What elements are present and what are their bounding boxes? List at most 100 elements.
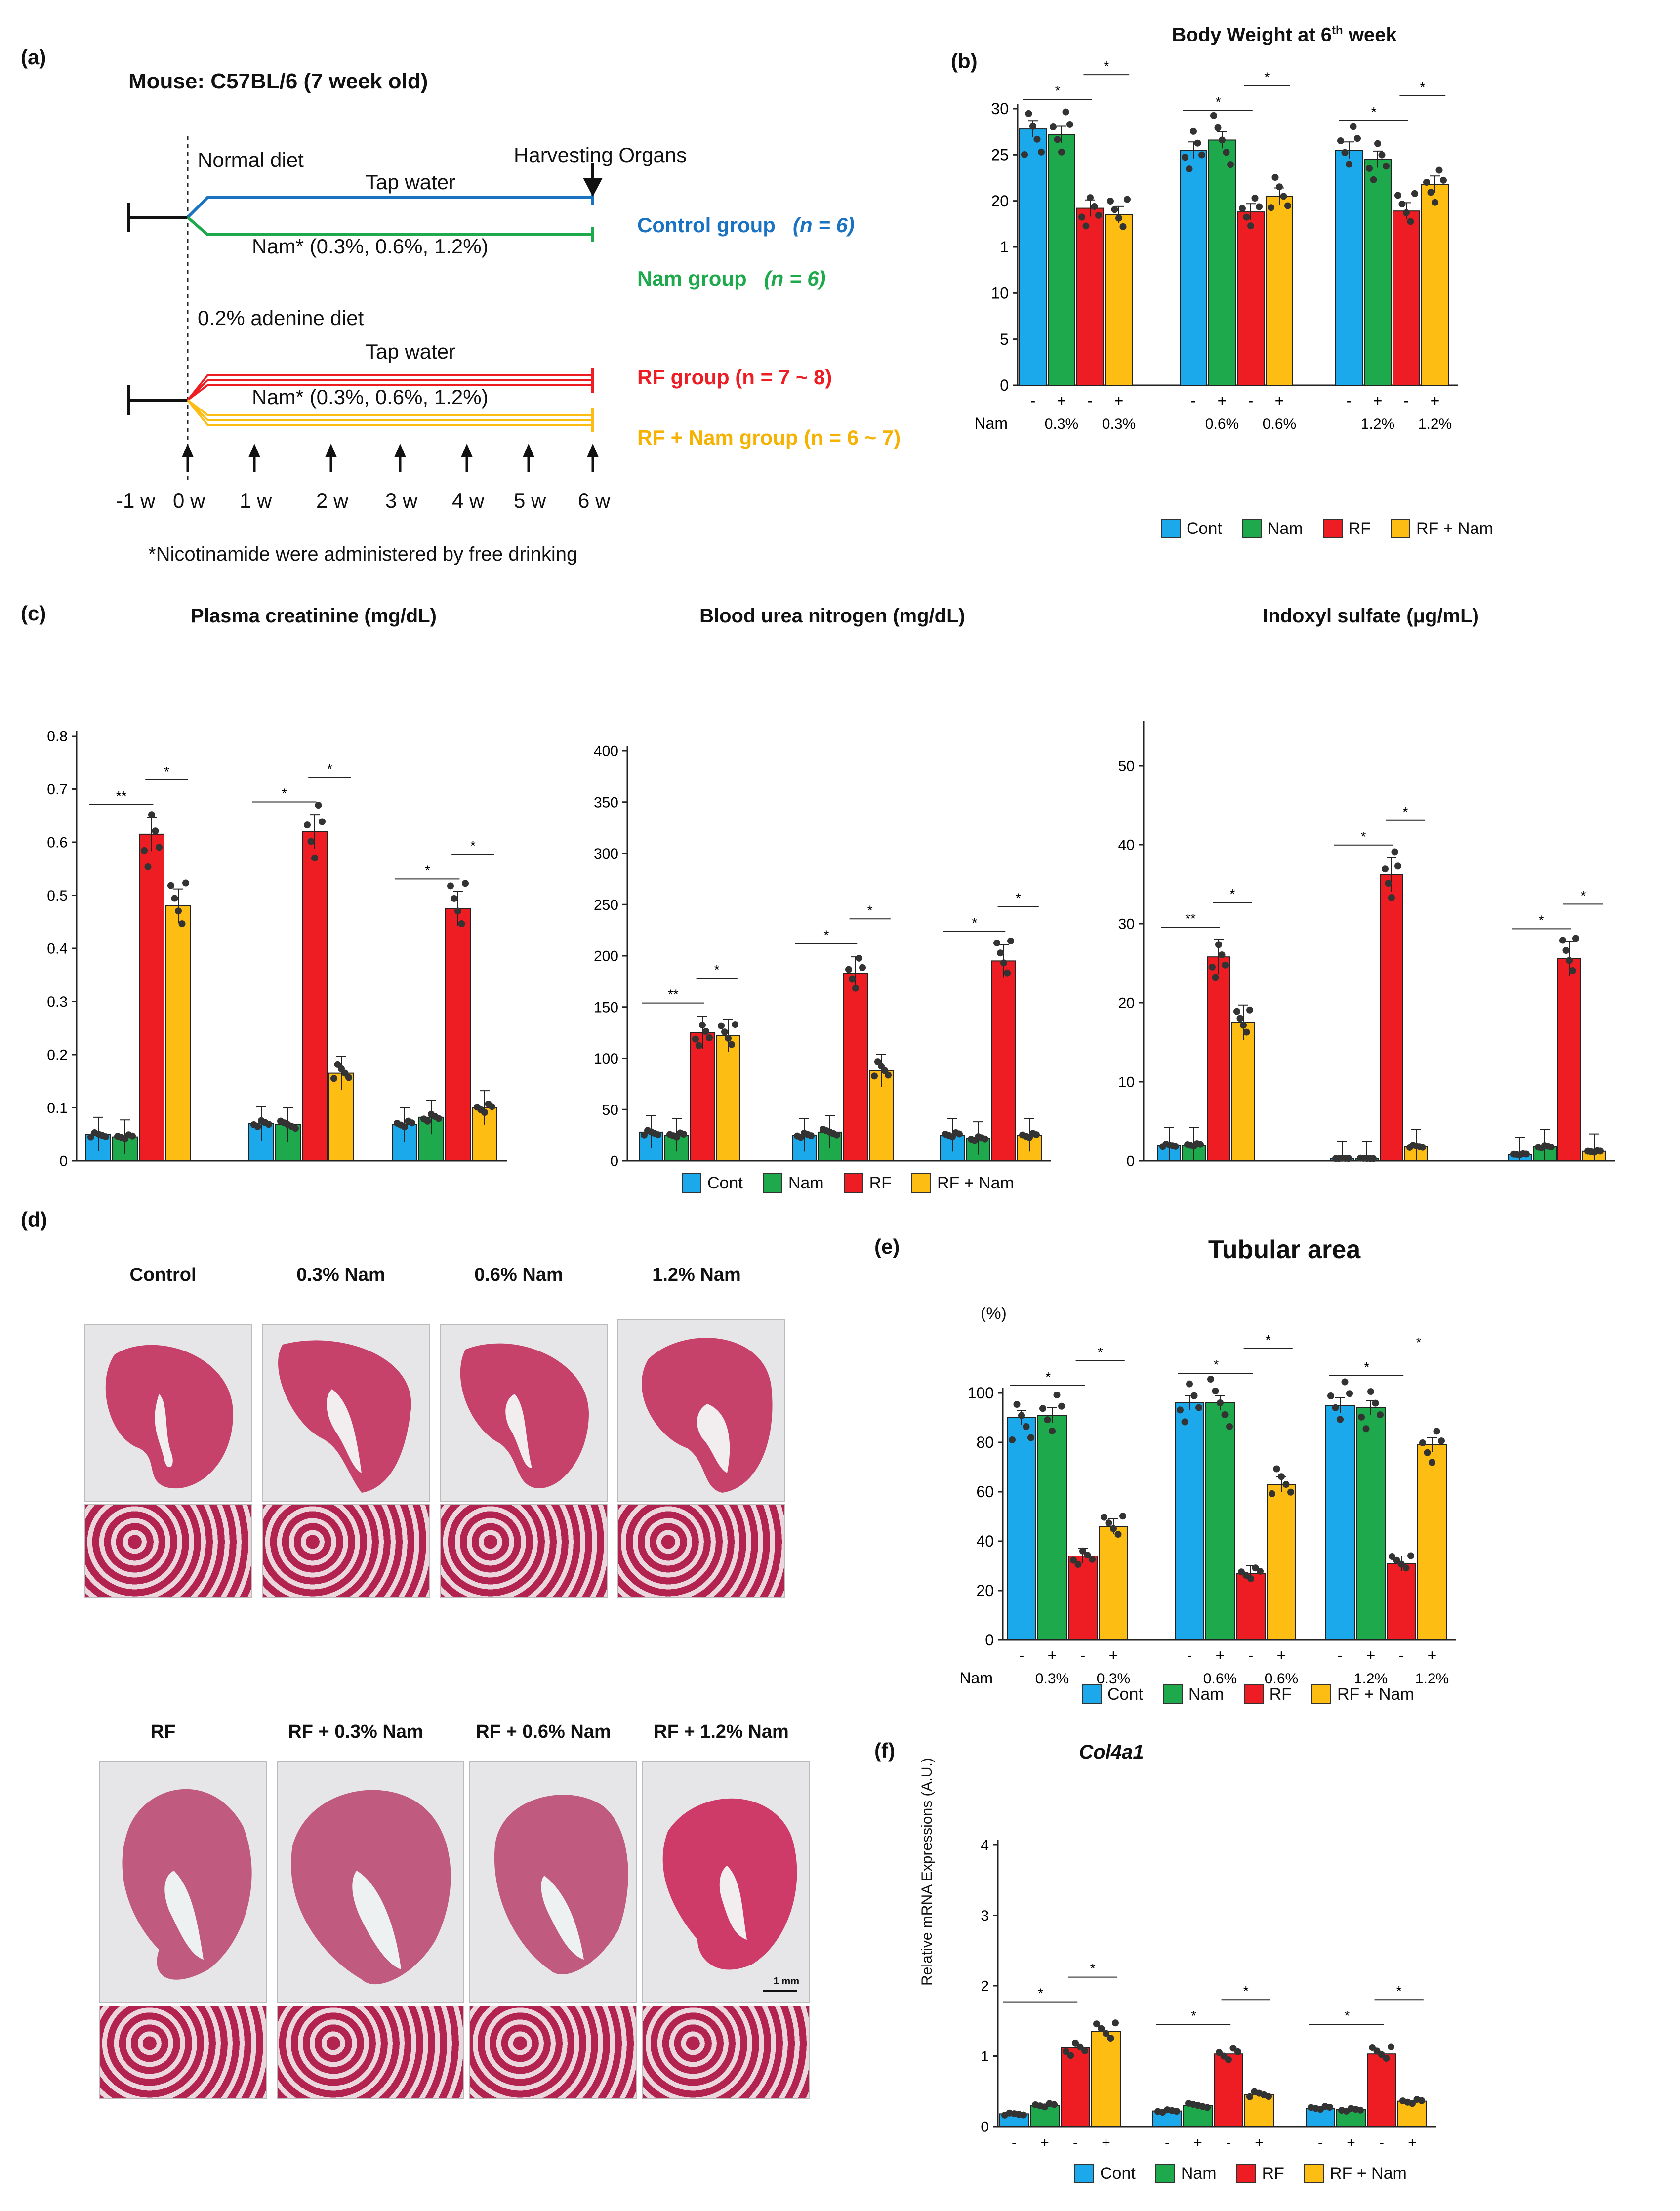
data-point — [856, 954, 862, 962]
dose-label: 1.2% — [1361, 416, 1394, 432]
y-tick-label: 3 — [981, 1908, 989, 1924]
histology-micrograph — [84, 1504, 252, 1598]
data-point — [1559, 937, 1566, 944]
data-point — [1058, 148, 1065, 156]
data-point — [1095, 211, 1102, 219]
scale-bar — [763, 1990, 797, 1992]
data-point — [156, 844, 163, 851]
dose-label: 1.2% — [1415, 1671, 1449, 1687]
kidney-section-image — [440, 1324, 608, 1502]
data-point — [1177, 1406, 1184, 1414]
data-point — [1398, 1560, 1405, 1568]
bar — [1205, 1402, 1235, 1640]
significance-star: * — [1055, 83, 1061, 98]
data-point — [1067, 2052, 1074, 2059]
nam-sign-label: - — [1347, 392, 1352, 409]
significance-star: * — [1344, 2008, 1350, 2023]
data-point — [871, 1072, 878, 1080]
data-point — [1173, 2108, 1180, 2115]
nam-sign-label: + — [1408, 2134, 1417, 2151]
nam-sign-label: + — [284, 1169, 292, 1171]
legend-swatch-nam — [1241, 519, 1262, 538]
week-label: 5 w — [514, 489, 546, 512]
data-point — [1119, 223, 1127, 230]
significance-star: * — [1361, 829, 1366, 844]
data-point — [1332, 1404, 1339, 1411]
significance-star: * — [164, 764, 169, 779]
bar — [1068, 1556, 1098, 1640]
legend-swatch-rf — [1322, 519, 1343, 538]
data-point — [167, 882, 174, 889]
y-tick-label: 0.1 — [47, 1100, 68, 1116]
bar — [1421, 184, 1449, 386]
data-point — [1383, 2055, 1390, 2062]
nam-row-label: Nam — [974, 414, 1008, 432]
data-point — [1369, 2044, 1376, 2051]
data-point — [1385, 880, 1392, 887]
data-point — [721, 1028, 728, 1036]
data-point — [1257, 1567, 1264, 1575]
y-tick-label: 20 — [976, 1582, 994, 1599]
nam-dose-1: Nam* (0.3%, 0.6%, 1.2%) — [252, 235, 489, 258]
bar — [1076, 207, 1104, 386]
data-point — [1107, 2035, 1114, 2042]
y-tick-label: 0.7 — [47, 781, 68, 798]
data-point — [1440, 176, 1447, 184]
y-tick-label: 350 — [594, 794, 618, 811]
data-point — [1053, 1392, 1061, 1399]
tap-water-1: Tap water — [366, 170, 456, 194]
histo-title: Control — [129, 1265, 197, 1285]
nam-sign-label: - — [1338, 1646, 1343, 1664]
significance-star: * — [1191, 2008, 1196, 2023]
data-point — [1354, 135, 1361, 142]
data-point — [1327, 1392, 1334, 1399]
data-point — [1393, 1556, 1400, 1564]
legend-swatch-nam — [1162, 1684, 1183, 1704]
legend-swatch-rfnam — [911, 1173, 931, 1193]
data-point — [1217, 1399, 1224, 1406]
data-point — [1215, 941, 1222, 948]
chart-e-ylabel: (%) — [981, 1304, 1007, 1323]
y-tick-label: 0.4 — [47, 941, 68, 957]
nam-sign-label: + — [1255, 2134, 1264, 2151]
data-point — [1366, 164, 1373, 172]
nam-sign-label: - — [312, 1169, 317, 1171]
bar — [1214, 2053, 1243, 2127]
data-point — [1409, 2100, 1416, 2107]
nam-sign-label: + — [974, 1169, 983, 1171]
bar — [1367, 2053, 1396, 2127]
data-point — [728, 1041, 735, 1048]
data-point — [1079, 1547, 1086, 1555]
nam-sign-label: + — [724, 1169, 733, 1171]
week-label: 4 w — [452, 489, 485, 512]
data-point — [1377, 1411, 1384, 1419]
timeline-diagram — [127, 136, 603, 484]
data-point — [655, 1131, 661, 1139]
significance-star: * — [1396, 1983, 1402, 1999]
nam-sign-label: + — [1428, 1646, 1437, 1664]
legend-swatch-cont — [1161, 519, 1181, 538]
histo-title: RF + 0.6% Nam — [476, 1721, 611, 1742]
bar — [1037, 1415, 1067, 1640]
data-point — [1087, 194, 1094, 202]
nam-sign-label: + — [672, 1169, 681, 1171]
bar — [1380, 874, 1403, 1161]
data-point — [1044, 1416, 1051, 1424]
data-point — [1054, 136, 1061, 143]
bar — [1105, 214, 1133, 386]
nam-sign-label: + — [1102, 2134, 1110, 2151]
significance-star: * — [1416, 1335, 1422, 1350]
normal-diet-label: Normal diet — [198, 148, 304, 171]
legend-swatch-nam — [762, 1173, 782, 1193]
data-point — [265, 1121, 272, 1128]
nam-sign-label: - — [1187, 1646, 1192, 1664]
control-group-label: Control group (n = 6) — [637, 213, 855, 237]
histology-micrograph — [277, 2006, 464, 2099]
legend-swatch-rfnam — [1311, 1684, 1331, 1704]
chart-f-ylabel: Relative mRNA Expressions (A.U.) — [919, 1758, 935, 1986]
y-tick-label: 0 — [59, 1153, 68, 1170]
data-point — [1350, 123, 1357, 130]
significance-star: * — [867, 902, 873, 918]
data-point — [1225, 2056, 1232, 2063]
data-point — [692, 1035, 699, 1043]
